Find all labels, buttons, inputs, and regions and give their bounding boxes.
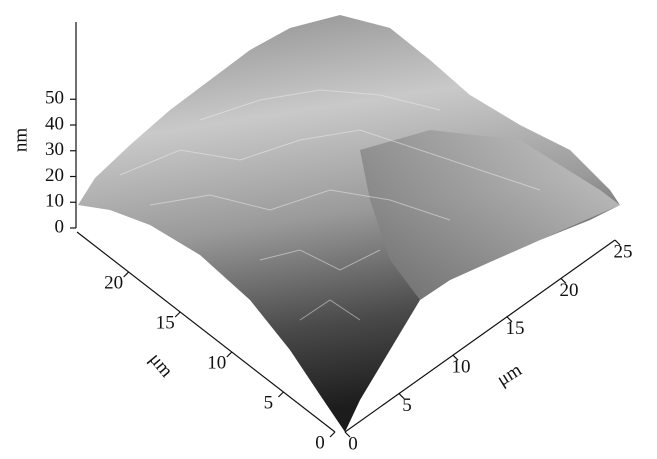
z-tick-label: 50 [45,88,64,109]
y-tick-label: 15 [156,312,175,333]
x-axis-label: μm [493,359,525,390]
y-axis-label: μm [145,349,177,382]
z-axis-label: nm [10,128,31,153]
x-tick-label: 15 [506,318,525,339]
x-tick-label: 10 [452,357,471,378]
x-tick-label: 25 [614,241,633,262]
y-tick [330,432,335,437]
y-tick [175,312,180,317]
y-tick-label: 20 [104,272,123,293]
x-tick-label: 20 [560,280,579,301]
z-tick-label: 30 [45,139,64,160]
z-tick-label: 20 [45,165,64,186]
z-tick-label: 0 [55,216,65,237]
y-tick [278,392,283,397]
z-tick-label: 10 [45,191,64,212]
y-tick [227,352,232,357]
y-tick-label: 0 [315,432,325,453]
y-tick-label: 5 [264,392,274,413]
x-tick-label: 0 [348,433,358,454]
y-tick-label: 10 [207,352,226,373]
z-tick-label: 40 [45,113,64,134]
x-tick-label: 5 [402,395,412,416]
y-tick [124,272,129,277]
chart: nm μm μm 0 5 10 15 20 25 0 5 10 15 20 0 10 20 30 40 50 [0,0,657,459]
